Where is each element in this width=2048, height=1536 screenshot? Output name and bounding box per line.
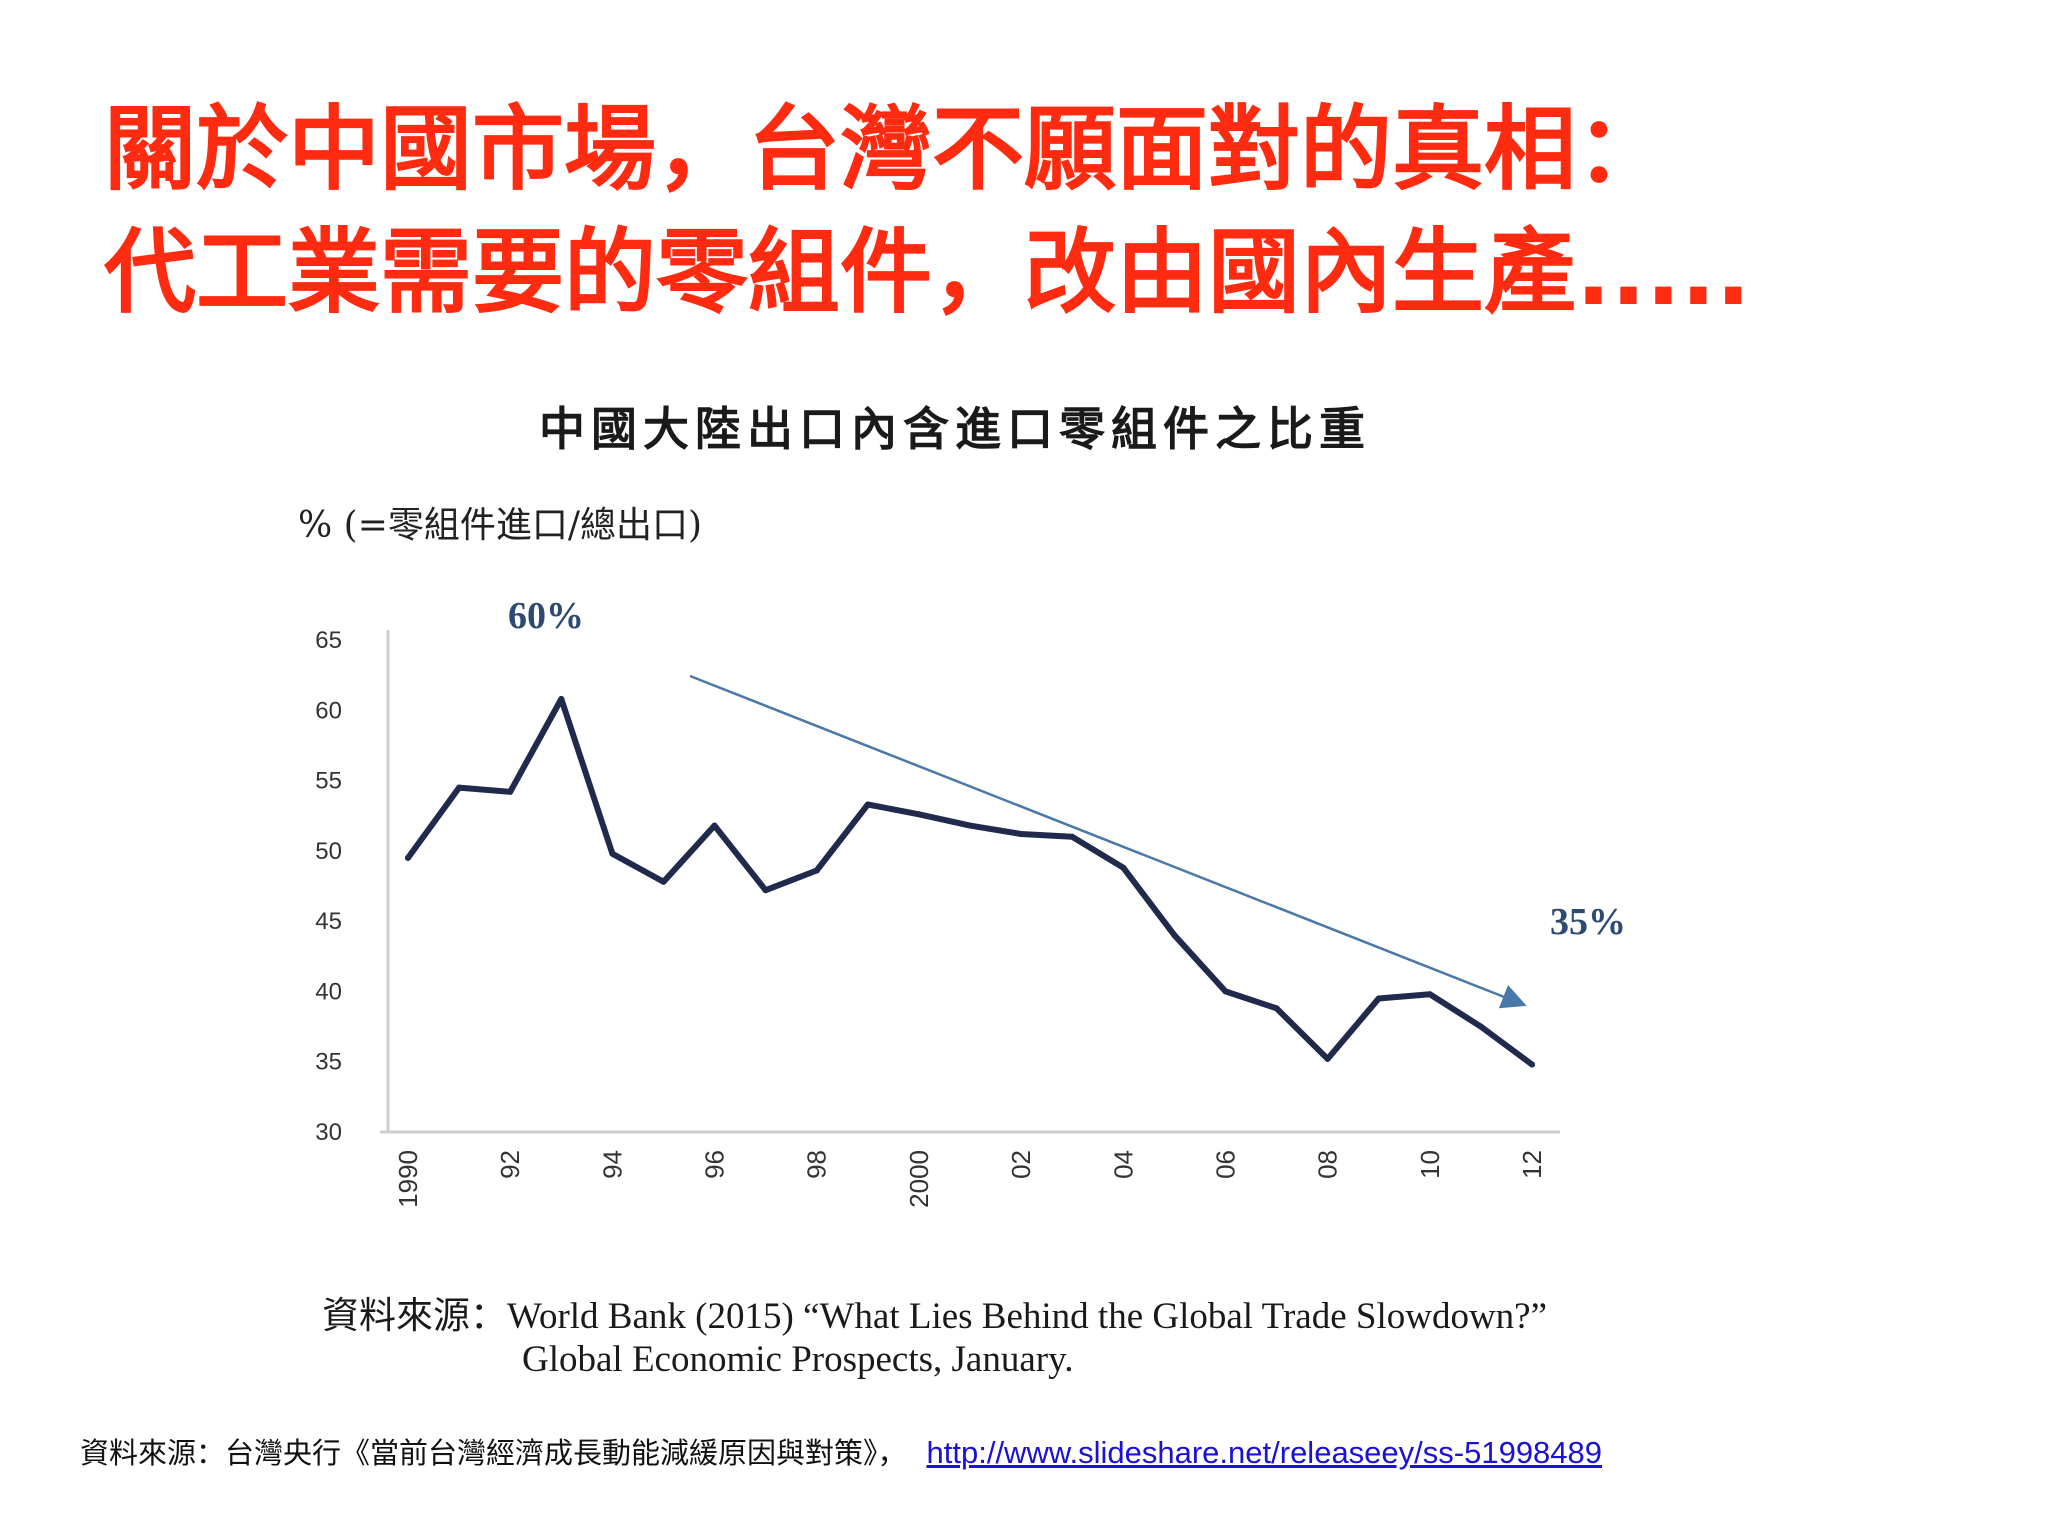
x-tick-label: 02	[1006, 1150, 1036, 1179]
end-annotation: 35%	[1550, 901, 1626, 943]
x-tick-label: 2000	[904, 1150, 934, 1208]
x-tick-labels: 1990 92 94 96 98 2000 02 04 06 08 10 12	[393, 1150, 1547, 1208]
peak-annotation: 60%	[508, 595, 584, 637]
y-tick-label: 60	[315, 697, 342, 724]
data-point	[405, 854, 411, 861]
data-point	[1529, 1061, 1535, 1068]
data-point	[1018, 830, 1025, 837]
y-tick-label: 40	[315, 978, 342, 1005]
trend-arrow	[689, 674, 1527, 1009]
y-tick-label: 35	[315, 1049, 342, 1076]
source-link[interactable]: http://www.slideshare.net/releaseey/ss-5…	[926, 1435, 1603, 1470]
y-tick-label: 45	[315, 908, 342, 935]
footer-source-text: 資料來源：台灣央行《當前台灣經濟成長動能減緩原因與對策》，	[80, 1436, 907, 1470]
data-point	[456, 784, 463, 791]
x-tick-label: 04	[1108, 1150, 1138, 1179]
x-tick-label: 12	[1517, 1150, 1547, 1179]
data-point	[558, 696, 565, 703]
y-tick-labels: 65 60 55 50 45 40 35 30	[315, 627, 342, 1146]
data-point	[813, 867, 820, 874]
x-tick-label: 92	[495, 1150, 525, 1179]
series-points	[405, 696, 1535, 1068]
data-point	[507, 788, 514, 795]
data-point	[1069, 833, 1076, 840]
data-point	[1477, 1023, 1484, 1030]
data-point	[864, 801, 871, 808]
footer-source: 資料來源：台灣央行《當前台灣經濟成長動能減緩原因與對策》， http://www.…	[80, 1430, 1602, 1472]
y-axis-label: % (=零組件進口/總出口)	[298, 505, 703, 546]
x-tick-label: 98	[802, 1150, 832, 1179]
chart-source-line-1: 資料來源：World Bank (2015) “What Lies Behind…	[322, 1296, 1548, 1337]
y-tick-label: 55	[315, 768, 342, 795]
x-tick-label: 1990	[393, 1150, 423, 1208]
data-point	[762, 887, 769, 894]
data-point	[1324, 1055, 1331, 1062]
data-point	[1222, 988, 1229, 995]
y-tick-label: 50	[315, 838, 342, 865]
data-point	[1171, 932, 1178, 939]
data-point	[1375, 995, 1382, 1002]
data-point	[711, 822, 718, 829]
chart-source-line-2: Global Economic Prospects, January.	[522, 1339, 1074, 1380]
data-point	[1273, 1005, 1280, 1012]
data-point	[967, 822, 973, 829]
data-point	[915, 811, 922, 818]
data-point	[609, 850, 616, 857]
x-tick-label: 94	[597, 1150, 627, 1179]
y-tick-label: 30	[315, 1119, 342, 1146]
headline-line-2: 代工業需要的零組件，改由國內生產.....	[104, 219, 1751, 326]
y-tick-label: 65	[315, 627, 342, 654]
x-tick-label: 10	[1415, 1150, 1445, 1179]
x-tick-label: 08	[1313, 1150, 1343, 1179]
chart-title: 中國大陸出口內含進口零組件之比重	[539, 402, 1371, 456]
x-tick-label: 96	[700, 1150, 730, 1179]
data-point	[1426, 991, 1433, 998]
data-point	[1120, 864, 1127, 871]
x-tick-label: 06	[1210, 1150, 1240, 1179]
headline-line-1: 關於中國市場，台灣不願面對的真相：	[104, 96, 1669, 203]
series-line	[405, 696, 1535, 1068]
data-point	[660, 878, 667, 885]
